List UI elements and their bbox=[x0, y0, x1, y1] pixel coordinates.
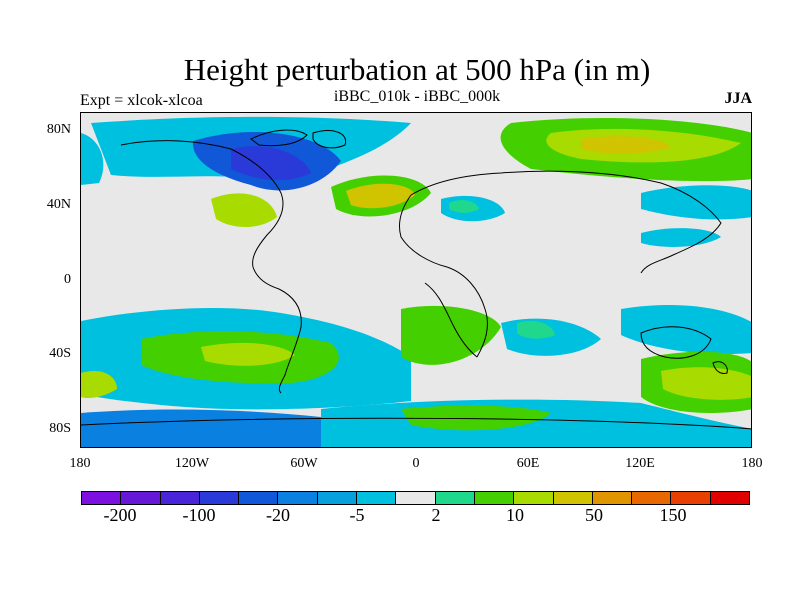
lon-label-180e: 180 bbox=[741, 456, 763, 471]
positive-region bbox=[581, 136, 671, 154]
colorbar-label: -5 bbox=[349, 505, 365, 525]
colorbar-bin bbox=[357, 492, 397, 504]
positive-region bbox=[211, 193, 277, 227]
colorbar-bin bbox=[553, 492, 593, 504]
positive-region bbox=[201, 342, 295, 366]
lat-label-40n: 40N bbox=[46, 197, 71, 212]
positive-region bbox=[401, 405, 551, 431]
positive-region bbox=[81, 370, 117, 399]
colorbar-label: 2 bbox=[431, 505, 441, 525]
positive-region bbox=[401, 305, 501, 365]
lon-label-120e: 120E bbox=[625, 456, 655, 471]
negative-region bbox=[231, 146, 311, 181]
negative-region bbox=[81, 409, 321, 447]
colorbar-bin bbox=[199, 492, 240, 504]
colorbar-label: 150 bbox=[659, 505, 687, 525]
positive-region bbox=[661, 367, 751, 400]
lat-label-80s: 80S bbox=[49, 421, 71, 436]
plot-title: Height perturbation at 500 hPa (in m) bbox=[183, 52, 651, 87]
colorbar-label: 50 bbox=[585, 505, 603, 525]
colorbar-bin bbox=[317, 492, 358, 504]
colorbar-bin bbox=[82, 492, 122, 504]
colorbar-bin bbox=[671, 492, 711, 504]
positive-region bbox=[517, 320, 555, 339]
coastlines bbox=[81, 129, 751, 430]
colorbar-label: 10 bbox=[506, 505, 524, 525]
colorbar-bin bbox=[121, 492, 161, 504]
colorbar-bin bbox=[514, 492, 554, 504]
lat-label-80n: 80N bbox=[46, 122, 71, 137]
difference-label: iBBC_010k - iBBC_000k bbox=[333, 88, 501, 105]
colorbar-bin bbox=[592, 492, 633, 504]
map-panel bbox=[80, 112, 752, 448]
positive-region bbox=[449, 200, 479, 213]
colorbar-bin bbox=[278, 492, 318, 504]
colorbar-bin bbox=[396, 492, 436, 504]
lat-label-eq: 0 bbox=[64, 272, 71, 287]
lon-label-180w: 180 bbox=[69, 456, 91, 471]
colorbar bbox=[81, 491, 750, 505]
negative-region bbox=[621, 305, 751, 355]
colorbar-bin bbox=[435, 492, 475, 504]
colorbar-bin bbox=[632, 492, 672, 504]
lat-label-40s: 40S bbox=[49, 346, 71, 361]
colorbar-label: -20 bbox=[266, 505, 290, 525]
negative-region bbox=[641, 185, 751, 220]
experiment-label: Expt = xlcok-xlcoa bbox=[80, 92, 203, 109]
lon-label-0: 0 bbox=[412, 456, 420, 471]
colorbar-label: -100 bbox=[182, 505, 216, 525]
height-field-map bbox=[81, 113, 751, 447]
negative-region bbox=[641, 228, 721, 247]
colorbar-bin bbox=[160, 492, 200, 504]
season-label: JJA bbox=[724, 90, 752, 107]
lon-label-120w: 120W bbox=[174, 456, 210, 471]
colorbar-bin bbox=[239, 492, 279, 504]
colorbar-label: -200 bbox=[103, 505, 137, 525]
lon-label-60w: 60W bbox=[290, 456, 318, 471]
colorbar-bin bbox=[474, 492, 515, 504]
colorbar-bin bbox=[710, 492, 750, 504]
negative-region bbox=[81, 133, 104, 185]
lon-label-60e: 60E bbox=[516, 456, 540, 471]
positive-region bbox=[346, 183, 415, 209]
